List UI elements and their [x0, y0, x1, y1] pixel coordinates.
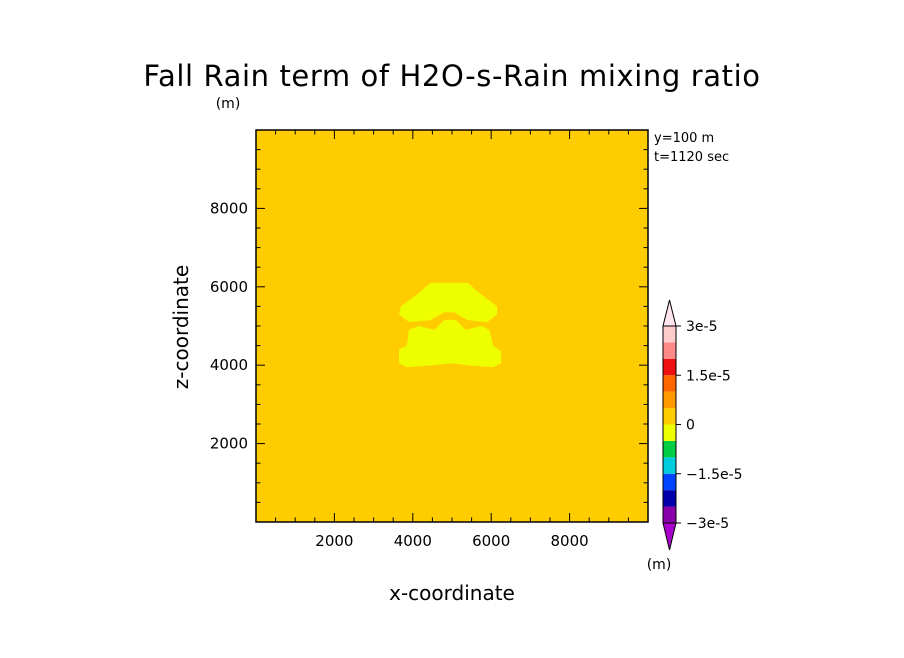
y-tick-label: 4000: [210, 356, 248, 374]
colorbar-segment: [663, 440, 676, 458]
units-label: (m): [216, 96, 241, 112]
colorbar-label: 1.5e-5: [686, 368, 731, 384]
info-line-t: t=1120 sec: [654, 150, 729, 165]
colorbar-segment: [663, 490, 676, 507]
x-tick-label: 4000: [394, 532, 432, 550]
colorbar-segment: [663, 408, 676, 425]
colorbar-segment: [663, 326, 676, 343]
colorbar-segment: [663, 358, 676, 376]
y-tick-label: 2000: [210, 435, 248, 453]
colorbar-label: 0: [686, 418, 695, 434]
anomaly-region-2: [399, 320, 501, 368]
plot-area: 2000 4000 6000 8000 2000 4000 6000 8000: [210, 129, 649, 550]
colorbar-segment: [663, 391, 676, 409]
x-tick-label: 8000: [551, 532, 589, 550]
colorbar-units-label: (m): [647, 557, 672, 573]
y-tick-label: 6000: [210, 278, 248, 296]
colorbar-segment: [663, 473, 676, 491]
colorbar-label: −3e-5: [686, 516, 729, 532]
colorbar-segment: [663, 424, 676, 441]
y-axis-label: z-coordinate: [169, 265, 193, 389]
colorbar: 3e-5 1.5e-5 0 −1.5e-5 −3e-5: [662, 299, 743, 551]
colorbar-label: −1.5e-5: [686, 467, 743, 483]
y-tick-label: 8000: [210, 199, 248, 217]
info-line-y: y=100 m: [654, 131, 714, 146]
x-tick-label: 2000: [315, 532, 353, 550]
x-axis-label: x-coordinate: [389, 581, 515, 605]
chart-title: Fall Rain term of H2O-s-Rain mixing rati…: [143, 59, 760, 93]
colorbar-under-arrow: [662, 522, 677, 551]
colorbar-label: 3e-5: [686, 319, 717, 335]
colorbar-segment: [663, 375, 676, 392]
x-tick-label: 6000: [472, 532, 510, 550]
colorbar-segment: [663, 506, 676, 523]
colorbar-over-arrow: [662, 299, 677, 327]
colorbar-segment: [663, 457, 676, 474]
colorbar-segment: [663, 342, 676, 359]
anomaly-region-1: [399, 282, 498, 323]
